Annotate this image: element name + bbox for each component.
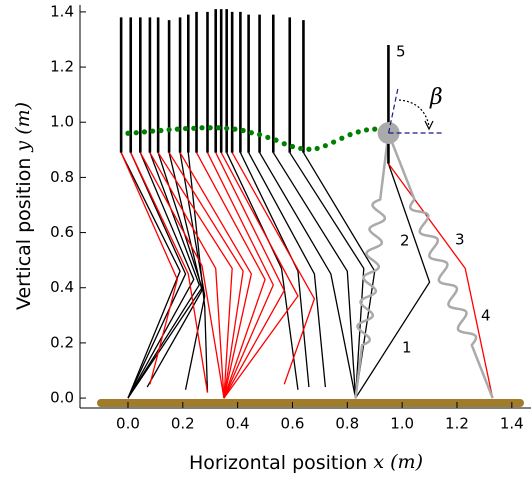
com-point bbox=[224, 125, 230, 131]
label-1: 1 bbox=[402, 339, 412, 357]
y-tick-label: 1.0 bbox=[50, 113, 74, 131]
leg bbox=[239, 152, 310, 388]
leg bbox=[120, 152, 179, 385]
com-point bbox=[289, 143, 296, 150]
leg bbox=[226, 152, 299, 390]
y-tick-label: 0.4 bbox=[50, 278, 74, 296]
leg bbox=[272, 152, 357, 399]
x-tick-label: 1.4 bbox=[500, 415, 524, 433]
com-point bbox=[273, 137, 279, 143]
com-point bbox=[158, 127, 164, 134]
y-tick-label: 0.6 bbox=[50, 223, 74, 241]
x-tick-label: 1.2 bbox=[445, 415, 469, 433]
leg bbox=[139, 152, 225, 399]
plot-area bbox=[119, 9, 494, 399]
leg bbox=[179, 152, 253, 399]
x-axis-title: Horizontal position x (m) bbox=[189, 451, 423, 474]
x-tick-label: 0.4 bbox=[226, 415, 250, 433]
com-point bbox=[355, 129, 361, 135]
x-tick-label: 1.0 bbox=[390, 415, 414, 433]
leg bbox=[206, 152, 275, 399]
label-2: 2 bbox=[400, 232, 410, 250]
beta-label: β bbox=[429, 85, 443, 110]
com-point bbox=[347, 132, 353, 138]
com-point bbox=[125, 130, 131, 136]
y-tick-label: 0.8 bbox=[50, 168, 74, 186]
com-point bbox=[248, 130, 254, 136]
x-tick-label: 0.0 bbox=[116, 415, 140, 433]
leg bbox=[146, 152, 203, 388]
com-point bbox=[339, 135, 345, 141]
com-point bbox=[363, 127, 370, 133]
spring-leg bbox=[387, 132, 494, 399]
com-point bbox=[150, 128, 156, 134]
com-point bbox=[199, 125, 205, 131]
leg bbox=[127, 152, 187, 399]
com-point bbox=[182, 125, 189, 132]
leg bbox=[220, 152, 299, 399]
angle-arc bbox=[398, 99, 430, 127]
leg bbox=[289, 152, 365, 399]
com-point bbox=[141, 129, 148, 135]
com-point bbox=[191, 125, 197, 131]
com-point bbox=[256, 132, 263, 138]
angle-arrow bbox=[424, 120, 434, 131]
leg bbox=[157, 152, 233, 399]
label-4: 4 bbox=[481, 307, 491, 325]
com-point bbox=[265, 134, 271, 141]
label-3: 3 bbox=[455, 231, 465, 249]
com-point bbox=[314, 145, 320, 152]
spring-leg bbox=[354, 133, 390, 399]
x-tick-label: 0.2 bbox=[171, 415, 195, 433]
leg bbox=[354, 163, 431, 399]
label-5: 5 bbox=[396, 43, 406, 61]
x-tick-label: 0.6 bbox=[281, 415, 305, 433]
leg bbox=[187, 152, 209, 393]
leg bbox=[259, 152, 357, 399]
com-point bbox=[298, 145, 304, 152]
leg bbox=[387, 163, 494, 399]
leg bbox=[130, 152, 209, 393]
com-point bbox=[331, 139, 337, 145]
com-point bbox=[306, 146, 312, 152]
y-tick-label: 0.0 bbox=[50, 389, 74, 407]
com-point bbox=[207, 125, 213, 131]
leg bbox=[231, 152, 316, 385]
com-point bbox=[174, 126, 180, 132]
com-point bbox=[133, 130, 139, 136]
x-tick-label: 0.8 bbox=[335, 415, 359, 433]
leg bbox=[248, 152, 327, 388]
leg bbox=[120, 152, 181, 399]
com-point bbox=[240, 127, 246, 134]
leg bbox=[215, 152, 285, 399]
leg bbox=[195, 152, 266, 399]
leg bbox=[127, 152, 200, 399]
y-tick-label: 0.2 bbox=[50, 333, 74, 351]
leg bbox=[127, 152, 195, 399]
com-point bbox=[372, 126, 378, 132]
leg bbox=[168, 152, 244, 399]
com-point bbox=[232, 126, 238, 132]
leg bbox=[149, 152, 225, 399]
y-axis-title: Vertical position y (m) bbox=[12, 102, 35, 310]
y-tick-label: 1.4 bbox=[50, 2, 74, 20]
y-tick-label: 1.2 bbox=[50, 58, 74, 76]
com-point bbox=[215, 125, 222, 131]
com-point bbox=[166, 127, 172, 133]
com-point bbox=[322, 143, 328, 149]
com-point bbox=[281, 141, 287, 147]
